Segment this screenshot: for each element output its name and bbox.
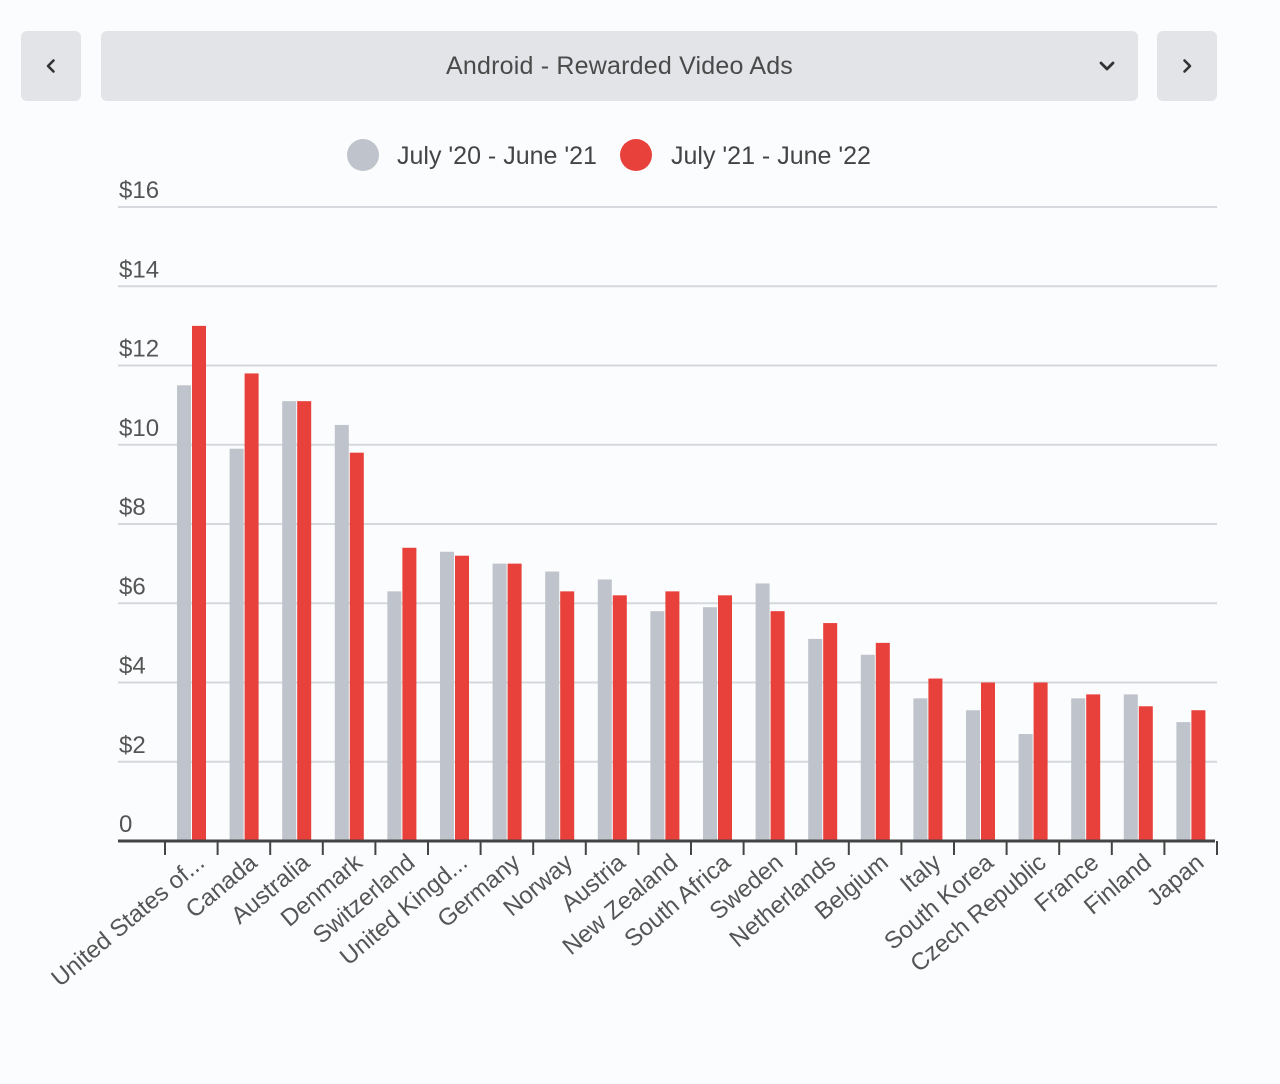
next-button[interactable] — [1157, 31, 1217, 101]
bar — [177, 385, 191, 841]
bar — [560, 591, 575, 841]
bar — [334, 424, 349, 841]
x-tick-label: Japan — [1142, 849, 1209, 912]
bar — [860, 654, 875, 841]
bar — [492, 563, 507, 841]
bar — [597, 579, 612, 841]
bar — [650, 611, 665, 841]
bar — [755, 583, 770, 841]
bar — [192, 325, 206, 841]
bar — [612, 595, 627, 841]
bar — [808, 638, 823, 841]
y-tick-label: $10 — [119, 415, 159, 442]
bar — [875, 642, 890, 841]
bar — [1086, 694, 1101, 841]
selector-label: Android - Rewarded Video Ads — [445, 51, 794, 80]
bar — [913, 698, 928, 841]
bar — [297, 401, 312, 841]
bar — [770, 611, 785, 841]
bar — [1123, 694, 1138, 841]
bar — [349, 452, 364, 841]
bar — [665, 591, 680, 841]
chevron-down-icon — [1099, 61, 1115, 71]
legend-label-1: July '20 - June '21 — [397, 142, 597, 170]
chevron-right-icon — [1183, 59, 1192, 73]
y-tick-label: 0 — [119, 811, 132, 838]
bar — [1071, 698, 1086, 841]
y-tick-label: $12 — [119, 336, 159, 363]
bar — [1191, 710, 1206, 841]
y-tick-label: $6 — [119, 573, 146, 600]
bar — [718, 595, 732, 841]
bar — [282, 401, 297, 841]
bar — [1138, 706, 1153, 841]
legend-marker-2 — [620, 139, 652, 171]
bar-chart: July '20 - June '21 July '21 - June '22 0 $… — [46, 139, 1218, 992]
y-tick-label: $8 — [119, 494, 146, 521]
bar — [966, 710, 980, 841]
chevron-left-icon — [46, 59, 55, 73]
bar — [928, 678, 943, 841]
bar — [455, 555, 469, 841]
bar — [1018, 734, 1033, 841]
bar — [387, 591, 402, 841]
legend-label-2: July '21 - June '22 — [671, 142, 871, 170]
bar — [823, 623, 838, 841]
y-tick-label: $16 — [119, 177, 159, 204]
bar — [507, 563, 522, 841]
bar — [244, 373, 259, 841]
y-tick-label: $14 — [119, 256, 159, 283]
y-tick-label: $2 — [119, 732, 146, 759]
chart-selector-dropdown[interactable]: Android - Rewarded Video Ads — [101, 31, 1138, 101]
previous-button[interactable] — [21, 31, 81, 101]
bar — [1176, 722, 1191, 841]
bar — [229, 448, 244, 841]
bar — [703, 607, 717, 841]
bar — [545, 571, 560, 841]
legend-marker-1 — [347, 139, 379, 171]
x-tick-label: United States of... — [46, 849, 210, 992]
bar — [402, 547, 417, 841]
bar — [981, 682, 995, 841]
y-tick-label: $4 — [119, 653, 146, 680]
bar — [440, 551, 454, 841]
bar — [1033, 682, 1048, 841]
